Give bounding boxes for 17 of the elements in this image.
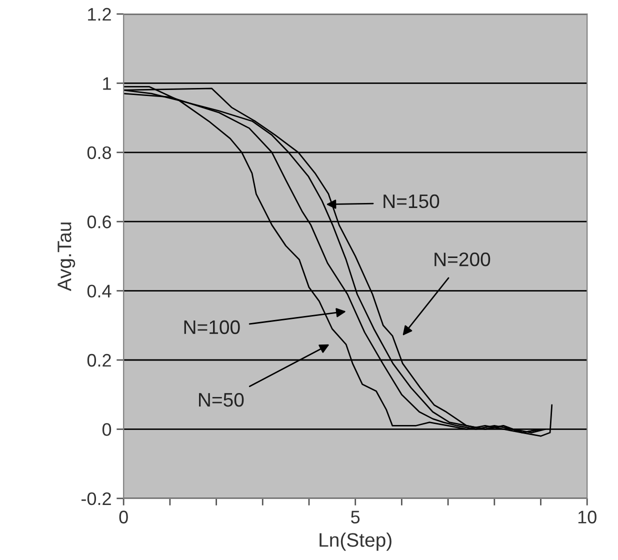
y-tick-label: 1.2 — [88, 8, 111, 21]
x-tick-label: 5 — [351, 510, 360, 524]
annotation: N=50 — [199, 392, 244, 407]
y-tick-label: 0 — [102, 423, 112, 436]
annotation: N=200 — [434, 252, 490, 266]
annotation: N=100 — [184, 320, 240, 334]
y-tick-label: 0.4 — [87, 284, 112, 298]
x-axis-title: Ln(Step) — [320, 532, 392, 551]
y-tick-label: -0.2 — [81, 492, 111, 506]
y-tick-label: 0.6 — [87, 216, 112, 228]
y-tick-label: 1 — [103, 77, 111, 90]
x-tick-label: 10 — [578, 510, 596, 524]
x-tick-label: 0 — [119, 510, 128, 524]
y-axis-title: Avg.Tau — [58, 222, 76, 292]
y-tick-label: 0.2 — [87, 354, 111, 367]
y-tick-label: 0.8 — [87, 146, 112, 160]
annotation: N=150 — [384, 194, 440, 208]
